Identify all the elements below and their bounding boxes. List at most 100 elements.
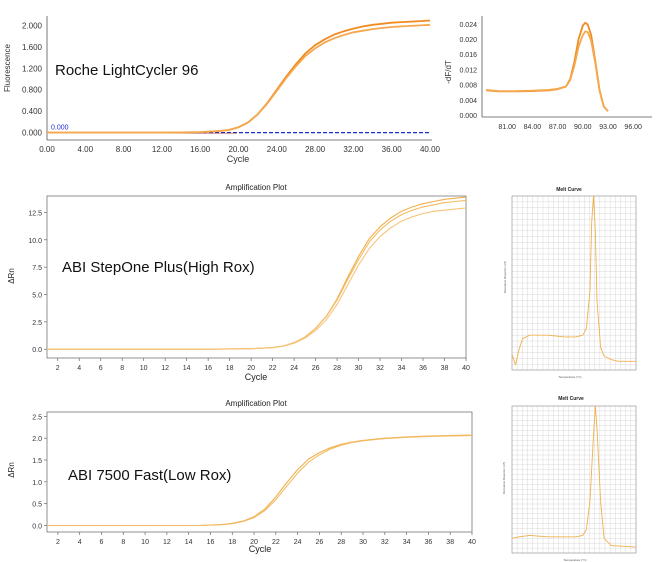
x-tick-label: 24.00	[267, 145, 288, 154]
x-tick-label: 28	[337, 539, 345, 546]
instrument-label: ABI 7500 Fast(Low Rox)	[68, 467, 231, 484]
y-tick-label: 2.000	[22, 21, 43, 30]
x-tick-label: 26	[312, 365, 320, 372]
x-tick-label: 90.00	[574, 124, 592, 131]
series-line-2	[486, 30, 609, 112]
x-tick-label: 28.00	[305, 145, 326, 154]
series-line-2	[47, 435, 473, 527]
y-axis-label: ΔRn	[7, 268, 16, 284]
abi-7500-amplification-chart: Amplification Plot 2 4 6 8 10 12 14 16 18 20 22 24 2…	[7, 399, 476, 554]
x-tick-label: 32	[381, 539, 389, 546]
x-axis-label: Cycle	[249, 544, 272, 554]
x-tick-label: 22	[269, 365, 277, 372]
abi-stepone-melt-chart: Melt Curve Temperature (°C) Derivative R…	[503, 187, 637, 379]
series-line-3	[47, 207, 467, 350]
chart-title: Amplification Plot	[225, 399, 287, 408]
x-tick-label: 30	[359, 539, 367, 546]
x-tick-label: 24	[290, 365, 298, 372]
x-tick-label: 32	[376, 365, 384, 372]
x-tick-label: 96.00	[624, 124, 642, 131]
y-tick-label: 0.012	[459, 67, 477, 74]
x-tick-label: 32.00	[343, 145, 364, 154]
threshold-label: 0.000	[51, 125, 69, 132]
y-tick-label: 0.800	[22, 86, 43, 95]
x-tick-label: 81.00	[498, 124, 516, 131]
chart-title: Amplification Plot	[225, 183, 287, 192]
plot-frame	[511, 405, 637, 554]
chart-title: Melt Curve	[558, 396, 584, 402]
x-tick-label: 8	[120, 365, 124, 372]
x-tick-label: 16	[207, 539, 215, 546]
x-tick-label: 4	[77, 365, 81, 372]
y-tick-label: 0.020	[459, 37, 477, 44]
x-tick-label: 36	[419, 365, 427, 372]
x-tick-label: 18	[228, 539, 236, 546]
abi-stepone-amplification-chart: Amplification Plot 2 4 6 8 10 12 14 16 18 20 22 24 2…	[7, 183, 470, 382]
x-axis-label: Cycle	[245, 372, 268, 382]
x-tick-label: 34	[398, 365, 406, 372]
y-tick-label: 5.0	[32, 293, 42, 300]
x-tick-label: 22	[272, 539, 280, 546]
x-tick-label: 10	[140, 365, 148, 372]
y-axis-label: Fluorescence	[3, 43, 12, 92]
x-tick-label: 87.00	[549, 124, 567, 131]
x-tick-label: 10	[141, 539, 149, 546]
abi-7500-melt-chart: Melt Curve Temperature (°C) Derivative R…	[502, 396, 637, 562]
x-tick-label: 20	[250, 539, 258, 546]
x-tick-label: 0.00	[39, 145, 55, 154]
x-tick-label: 16.00	[190, 145, 211, 154]
y-tick-label: 0.400	[22, 107, 43, 116]
x-tick-label: 20	[247, 365, 255, 372]
x-tick-label: 40	[462, 365, 470, 372]
x-axis-label: Temperature (°C)	[558, 375, 581, 379]
x-tick-label: 20.00	[228, 145, 249, 154]
y-tick-label: 2.5	[32, 414, 42, 421]
y-tick-label: 1.0	[32, 480, 42, 487]
x-tick-label: 40.00	[420, 145, 441, 154]
x-tick-label: 38	[441, 365, 449, 372]
x-tick-label: 16	[204, 365, 212, 372]
y-tick-label: 7.5	[32, 265, 42, 272]
plot-frame	[511, 195, 637, 371]
x-tick-label: 36.00	[382, 145, 403, 154]
y-tick-label: 0.004	[459, 98, 477, 105]
x-tick-label: 30	[355, 365, 363, 372]
y-axis-label: ΔRn	[7, 462, 16, 478]
x-tick-label: 12	[163, 539, 171, 546]
y-tick-label: 12.5	[28, 210, 42, 217]
x-tick-label: 40	[468, 539, 476, 546]
x-axis-label: Temperature (°C)	[563, 558, 586, 562]
y-tick-label: 0.016	[459, 52, 477, 59]
x-tick-label: 2	[56, 365, 60, 372]
x-tick-label: 18	[226, 365, 234, 372]
x-tick-label: 26	[316, 539, 324, 546]
x-tick-label: 24	[294, 539, 302, 546]
x-tick-label: 36	[425, 539, 433, 546]
x-tick-label: 6	[100, 539, 104, 546]
x-tick-label: 4.00	[78, 145, 94, 154]
y-tick-label: 10.0	[28, 238, 42, 245]
y-tick-label: 1.200	[22, 64, 43, 73]
x-axis-label: Cycle	[227, 154, 250, 164]
y-tick-label: 0.000	[22, 129, 43, 138]
x-tick-label: 28	[333, 365, 341, 372]
instrument-label: ABI StepOne Plus(High Rox)	[62, 259, 255, 276]
x-tick-label: 93.00	[599, 124, 617, 131]
x-tick-label: 8.00	[116, 145, 132, 154]
x-tick-label: 2	[56, 539, 60, 546]
x-tick-label: 4	[78, 539, 82, 546]
y-tick-label: 1.5	[32, 458, 42, 465]
plot-frame	[46, 195, 467, 359]
x-tick-label: 34	[403, 539, 411, 546]
x-tick-label: 12	[161, 365, 169, 372]
series-line-1	[511, 405, 637, 548]
y-tick-label: 2.5	[32, 320, 42, 327]
x-tick-label: 8	[121, 539, 125, 546]
y-axis-label: Derivative Reporter (-R')	[502, 462, 506, 494]
y-tick-label: 0.0	[32, 523, 42, 530]
y-axis-label: -dF/dT	[444, 60, 453, 84]
roche-amplification-chart: 0.000 0.00 4.00 8.00 12.00 16.00 20.00 24.00 28…	[3, 16, 441, 164]
y-tick-label: 0.5	[32, 502, 42, 509]
x-tick-label: 14	[185, 539, 193, 546]
